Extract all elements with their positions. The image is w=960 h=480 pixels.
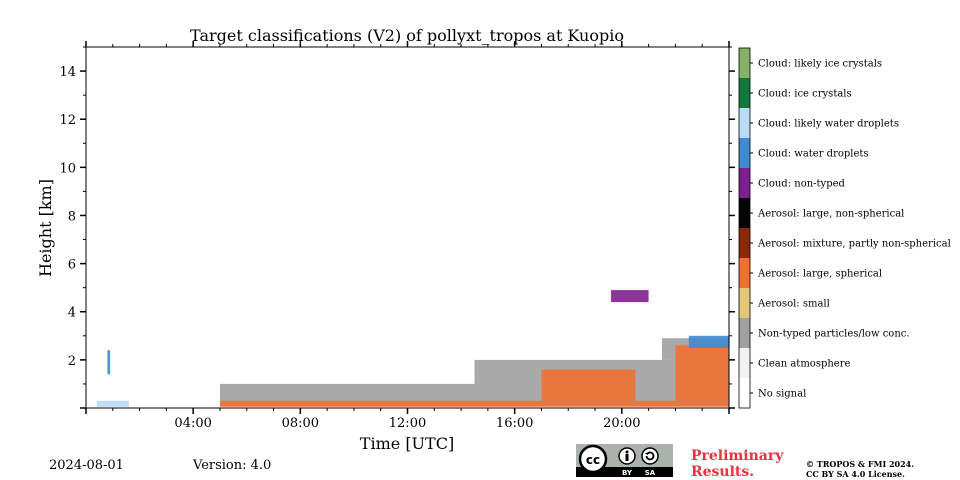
colorbar-swatch-5 — [739, 228, 750, 258]
preliminary-results-label: Preliminary Results. — [691, 448, 783, 480]
colorbar-swatch-8 — [739, 138, 750, 168]
region-cloud-water-droplets-8 — [688, 335, 729, 348]
y-tick-label: 2 — [68, 354, 76, 369]
y-tick-label: 8 — [68, 209, 76, 224]
colorbar-label: Aerosol: mixture, partly non-spherical — [757, 239, 951, 250]
y-axis-label: Height [km] — [36, 179, 55, 277]
by-label: BY — [622, 469, 633, 477]
colorbar-label: Cloud: non-typed — [758, 179, 846, 190]
colorbar-swatch-2 — [739, 318, 750, 348]
version-label: Version: 4.0 — [193, 458, 272, 473]
colorbar-label: No signal — [758, 389, 806, 400]
region-aerosol-large-spherical-3 — [220, 400, 729, 407]
colorbar-label: Aerosol: large, non-spherical — [757, 209, 904, 220]
colorbar-swatch-3 — [739, 288, 750, 318]
x-axis-label: Time [UTC] — [360, 434, 454, 453]
y-tick-label: 12 — [59, 113, 76, 128]
copyright-line-2: CC BY SA 4.0 License. — [806, 469, 905, 479]
y-tick-label: 10 — [59, 161, 76, 176]
x-tick-label: 08:00 — [282, 416, 319, 431]
date-label: 2024-08-01 — [49, 458, 124, 473]
colorbar-label: Aerosol: large, spherical — [757, 269, 882, 280]
colorbar-swatch-7 — [739, 168, 750, 198]
colorbar-label: Cloud: water droplets — [758, 149, 869, 160]
colorbar-swatch-0 — [739, 378, 750, 408]
preliminary-line-1: Preliminary — [691, 448, 784, 464]
x-tick-label: 12:00 — [389, 416, 426, 431]
region-cloud-likely-water-droplets-6 — [96, 400, 129, 407]
colorbar-swatch-1 — [739, 348, 750, 378]
colorbar-legend: No signal Clean atmosphere Non-typed parti… — [738, 47, 951, 409]
colorbar-swatch-10 — [739, 78, 750, 108]
sa-share-alike-icon — [641, 447, 659, 465]
colorbar-swatch-9 — [739, 108, 750, 138]
y-tick-label: 14 — [59, 65, 76, 80]
y-tick-label: 4 — [68, 306, 76, 321]
colorbar-label: Cloud: likely ice crystals — [758, 59, 882, 70]
colorbar-label: Non-typed particles/low conc. — [758, 329, 910, 340]
region-aerosol-large-spherical-4 — [541, 369, 636, 401]
region-aerosol-large-spherical-5 — [675, 345, 729, 401]
region-cloud-water-droplets-7 — [107, 350, 111, 375]
colorbar-label: Clean atmosphere — [758, 359, 851, 370]
colorbar-frame — [738, 47, 751, 409]
sa-label: SA — [645, 469, 656, 477]
x-tick-label: 16:00 — [496, 416, 533, 431]
colorbar-swatch-6 — [739, 198, 750, 228]
colorbar-label: Aerosol: small — [757, 299, 830, 310]
copyright-line-1: © TROPOS & FMI 2024. — [806, 459, 915, 469]
chart-title: Target classifications (V2) of pollyxt_t… — [190, 26, 624, 45]
plot-frame — [85, 46, 730, 409]
copyright-notice: © TROPOS & FMI 2024. CC BY SA 4.0 Licens… — [806, 459, 914, 479]
x-tick-label: 20:00 — [603, 416, 640, 431]
cc-label: cc — [586, 453, 600, 467]
classification-data — [96, 290, 729, 407]
colorbar-label: Cloud: ice crystals — [758, 89, 852, 100]
colorbar-label: Cloud: likely water droplets — [758, 119, 899, 130]
region-cloud-non-typed-9 — [611, 290, 649, 303]
axis-ticks: 04:00 08:00 12:00 16:00 20:00 2 4 6 8 10 12 14 — [59, 41, 735, 431]
colorbar-swatch-11 — [739, 48, 750, 78]
cc-by-sa-license-badge: cc BY SA — [576, 444, 673, 477]
cc-logo-icon — [578, 444, 608, 474]
y-tick-label: 6 — [68, 258, 76, 273]
x-tick-label: 04:00 — [174, 416, 211, 431]
colorbar-swatch-4 — [739, 258, 750, 288]
preliminary-line-2: Results. — [691, 464, 755, 480]
